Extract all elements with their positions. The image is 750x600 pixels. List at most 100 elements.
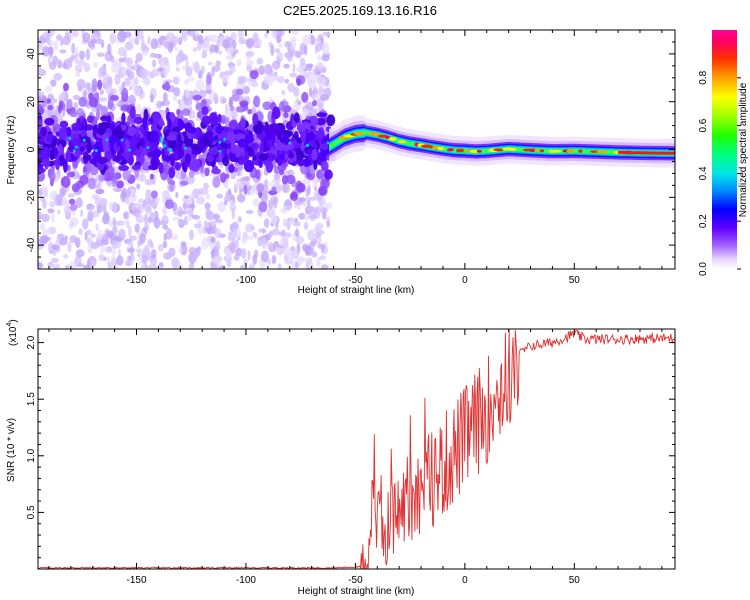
noise-blob	[250, 81, 259, 88]
noise-blob	[241, 236, 247, 244]
x-tick-label: -50	[348, 275, 363, 286]
noise-blob	[216, 193, 223, 199]
noise-blob	[128, 86, 133, 91]
noise-blob	[206, 74, 212, 86]
noise-blob	[149, 173, 154, 180]
noise-blob	[68, 261, 76, 269]
noise-blob	[265, 160, 274, 173]
noise-blob	[48, 46, 54, 51]
noise-blob	[258, 65, 265, 76]
noise-blob	[88, 97, 98, 108]
noise-blob	[174, 47, 179, 52]
noise-blob	[90, 233, 96, 238]
noise-blob	[294, 51, 302, 59]
noise-blob	[258, 201, 268, 213]
noise-blob	[303, 221, 309, 230]
noise-blob	[245, 55, 251, 60]
noise-blob	[134, 37, 140, 46]
ridge-hotspot	[509, 147, 517, 151]
noise-blob	[274, 185, 284, 191]
noise-blob	[245, 60, 254, 66]
noise-blob	[170, 155, 175, 167]
noise-blob	[247, 108, 252, 115]
noise-blob	[48, 240, 54, 252]
noise-blob	[74, 53, 79, 65]
noise-blob	[271, 60, 281, 70]
noise-blob	[255, 169, 261, 180]
noise-blob	[301, 108, 310, 116]
noise-blob	[187, 204, 196, 209]
noise-blob	[257, 237, 263, 247]
noise-blob	[71, 156, 77, 162]
noise-blob	[305, 144, 309, 148]
noise-blob	[128, 225, 132, 238]
noise-blob	[72, 94, 81, 101]
noise-blob	[102, 214, 109, 224]
noise-blob	[74, 255, 82, 268]
noise-blob	[289, 192, 298, 201]
noise-blob	[150, 38, 158, 50]
noise-blob	[233, 228, 238, 238]
noise-blob	[128, 148, 132, 152]
noise-blob	[213, 93, 219, 104]
snr-y-axis: 0.5 1.0 1.5 2.0	[26, 335, 675, 559]
spectrogram-x-label: Height of straight line (km)	[298, 285, 415, 296]
noise-blob	[124, 57, 134, 66]
noise-blob	[103, 246, 108, 252]
noise-blob	[98, 253, 105, 262]
noise-blob	[122, 169, 131, 181]
noise-blob	[73, 101, 79, 110]
noise-blob	[160, 140, 164, 144]
noise-blob	[129, 106, 136, 119]
noise-blob	[272, 178, 281, 184]
noise-blob	[237, 138, 249, 148]
noise-blob	[94, 149, 98, 153]
snr-multiplier-label: (x104)	[6, 319, 19, 346]
noise-blob	[79, 146, 86, 152]
noise-blob	[49, 201, 56, 208]
x-tick-label: -50	[348, 575, 363, 586]
noise-blob	[147, 36, 151, 45]
noise-blob	[50, 79, 57, 87]
noise-blob	[298, 68, 305, 76]
noise-blob	[231, 92, 240, 102]
noise-blob	[187, 77, 194, 82]
noise-blob	[175, 191, 179, 198]
noise-blob	[38, 163, 44, 169]
noise-blob	[204, 134, 209, 146]
noise-blob	[320, 93, 330, 101]
noise-blob	[158, 162, 164, 174]
noise-blob	[41, 213, 50, 222]
noise-blob	[91, 210, 100, 218]
noise-blob	[326, 221, 331, 228]
noise-blob	[276, 75, 285, 84]
noise-blob	[294, 229, 300, 237]
ridge-hotspot	[528, 148, 536, 153]
noise-blob	[137, 239, 143, 246]
noise-blob	[230, 141, 236, 154]
noise-blob	[190, 158, 201, 172]
noise-blob	[143, 244, 150, 252]
ridge-hotspot	[596, 150, 603, 154]
noise-blob	[102, 204, 107, 214]
noise-blob	[126, 187, 131, 199]
noise-blob	[275, 223, 279, 228]
noise-blob	[154, 148, 161, 158]
noise-blob	[71, 183, 80, 193]
noise-blob	[270, 123, 281, 135]
noise-blob	[92, 30, 99, 35]
noise-blob	[184, 146, 188, 150]
noise-blob	[192, 33, 200, 42]
noise-blob	[116, 180, 124, 189]
noise-blob	[190, 143, 198, 150]
noise-blob	[239, 100, 249, 107]
snr-y-label: SNR (10 * v/v)	[6, 418, 17, 482]
noise-blob	[183, 123, 188, 129]
noise-blob	[302, 178, 311, 185]
noise-blob	[234, 146, 242, 158]
noise-blob	[185, 59, 189, 70]
noise-blob	[287, 82, 295, 93]
noise-blob	[294, 147, 305, 161]
noise-blob	[296, 124, 306, 132]
